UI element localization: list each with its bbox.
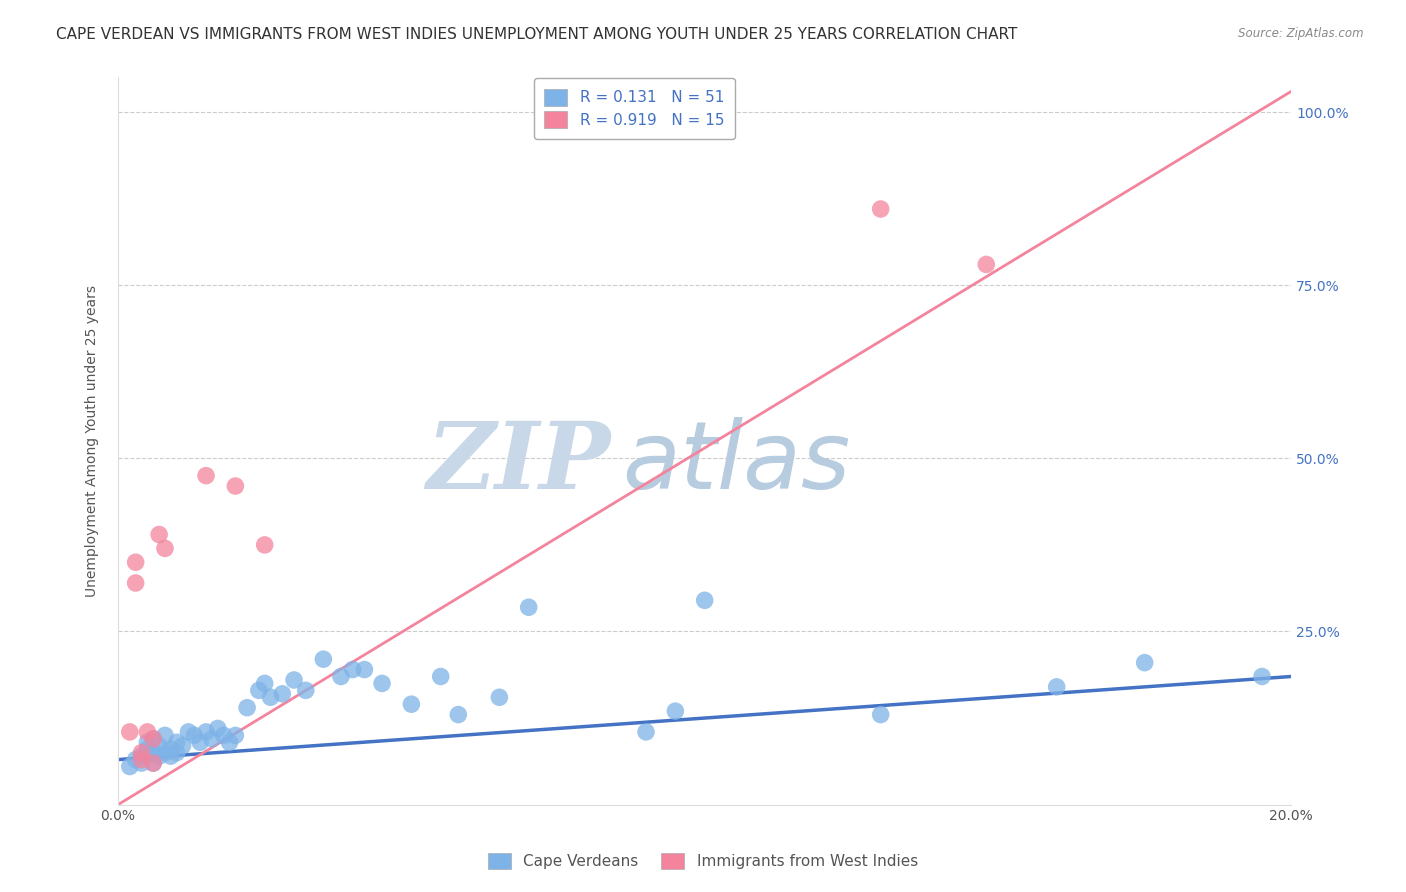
Point bbox=[253, 676, 276, 690]
Point bbox=[283, 673, 305, 687]
Point bbox=[195, 468, 218, 483]
Point bbox=[312, 652, 335, 666]
Point bbox=[142, 731, 165, 746]
Point bbox=[974, 257, 997, 271]
Point bbox=[271, 687, 294, 701]
Point bbox=[131, 749, 153, 764]
Text: Source: ZipAtlas.com: Source: ZipAtlas.com bbox=[1239, 27, 1364, 40]
Point bbox=[172, 739, 194, 753]
Point bbox=[131, 753, 153, 767]
Point bbox=[517, 600, 540, 615]
Point bbox=[869, 202, 891, 216]
Point bbox=[1133, 656, 1156, 670]
Point bbox=[183, 728, 205, 742]
Point bbox=[142, 756, 165, 770]
Point bbox=[124, 753, 146, 767]
Point bbox=[166, 735, 188, 749]
Point bbox=[218, 735, 240, 749]
Point bbox=[869, 707, 891, 722]
Text: CAPE VERDEAN VS IMMIGRANTS FROM WEST INDIES UNEMPLOYMENT AMONG YOUTH UNDER 25 YE: CAPE VERDEAN VS IMMIGRANTS FROM WEST IND… bbox=[56, 27, 1018, 42]
Point bbox=[371, 676, 394, 690]
Point bbox=[693, 593, 716, 607]
Point bbox=[353, 663, 375, 677]
Point bbox=[153, 746, 176, 760]
Point bbox=[124, 555, 146, 569]
Legend: Cape Verdeans, Immigrants from West Indies: Cape Verdeans, Immigrants from West Indi… bbox=[482, 847, 924, 875]
Point bbox=[160, 742, 183, 756]
Point bbox=[118, 725, 141, 739]
Point bbox=[224, 479, 246, 493]
Point bbox=[188, 735, 211, 749]
Point bbox=[142, 746, 165, 760]
Point bbox=[131, 756, 153, 770]
Point bbox=[160, 749, 183, 764]
Point bbox=[401, 697, 423, 711]
Point bbox=[259, 690, 281, 705]
Point bbox=[136, 742, 159, 756]
Point bbox=[429, 669, 451, 683]
Point bbox=[247, 683, 270, 698]
Point bbox=[118, 759, 141, 773]
Point bbox=[136, 735, 159, 749]
Text: atlas: atlas bbox=[623, 417, 851, 508]
Point bbox=[207, 722, 229, 736]
Point bbox=[166, 746, 188, 760]
Point bbox=[148, 749, 170, 764]
Point bbox=[664, 704, 686, 718]
Point bbox=[253, 538, 276, 552]
Point bbox=[177, 725, 200, 739]
Point bbox=[1046, 680, 1069, 694]
Legend: R = 0.131   N = 51, R = 0.919   N = 15: R = 0.131 N = 51, R = 0.919 N = 15 bbox=[534, 78, 735, 139]
Point bbox=[153, 541, 176, 556]
Point bbox=[236, 700, 259, 714]
Point bbox=[634, 725, 657, 739]
Point bbox=[342, 663, 364, 677]
Y-axis label: Unemployment Among Youth under 25 years: Unemployment Among Youth under 25 years bbox=[86, 285, 100, 597]
Point bbox=[131, 746, 153, 760]
Point bbox=[142, 731, 165, 746]
Point bbox=[447, 707, 470, 722]
Point bbox=[148, 527, 170, 541]
Text: ZIP: ZIP bbox=[426, 417, 610, 508]
Point bbox=[142, 756, 165, 770]
Point bbox=[195, 725, 218, 739]
Point bbox=[153, 728, 176, 742]
Point bbox=[124, 576, 146, 591]
Point bbox=[201, 731, 224, 746]
Point bbox=[148, 739, 170, 753]
Point bbox=[294, 683, 316, 698]
Point bbox=[330, 669, 353, 683]
Point bbox=[136, 725, 159, 739]
Point bbox=[224, 728, 246, 742]
Point bbox=[1251, 669, 1274, 683]
Point bbox=[212, 728, 235, 742]
Point bbox=[488, 690, 510, 705]
